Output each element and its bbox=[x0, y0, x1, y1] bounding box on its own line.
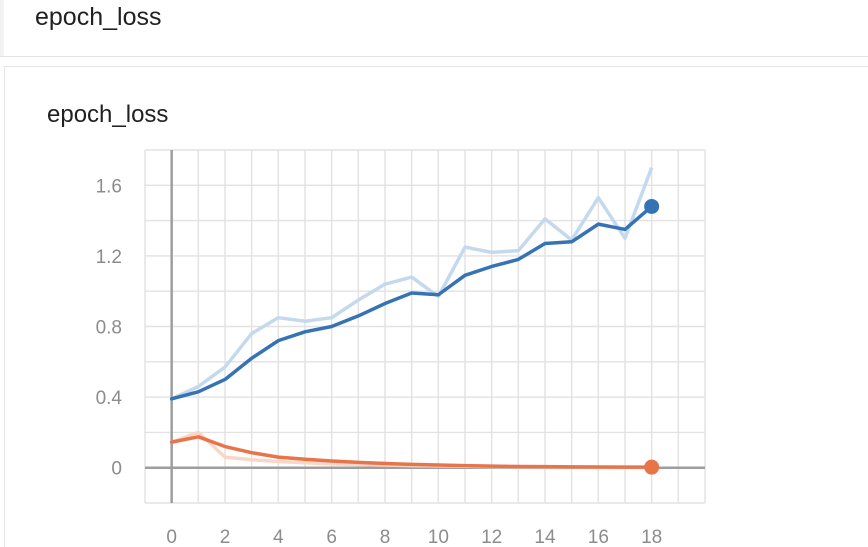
chart-tick-labels: 0 2 4 6 8 10 12 14 16 18 0 0.4 0.8 1.2 1.6 bbox=[96, 176, 663, 546]
y-tick-label: 0.8 bbox=[96, 318, 122, 339]
x-tick-label: 14 bbox=[534, 527, 556, 546]
x-tick-label: 10 bbox=[428, 527, 449, 546]
series-line bbox=[169, 204, 654, 401]
chart-title: epoch_loss bbox=[47, 101, 169, 128]
x-tick-label: 16 bbox=[588, 527, 609, 546]
x-tick-label: 0 bbox=[166, 527, 177, 546]
x-tick-label: 8 bbox=[380, 527, 391, 546]
y-tick-label: 0.4 bbox=[96, 388, 123, 409]
page-title: epoch_loss bbox=[35, 3, 162, 31]
y-tick-label: 1.6 bbox=[96, 176, 122, 197]
page-header: epoch_loss bbox=[0, 0, 868, 57]
series-line bbox=[169, 435, 654, 469]
header-left-rule bbox=[0, 0, 4, 56]
y-tick-label: 0 bbox=[111, 459, 122, 480]
smoothed-series-lines bbox=[169, 204, 654, 469]
x-tick-label: 12 bbox=[481, 527, 502, 546]
series-end-marker bbox=[644, 459, 660, 475]
chart-grid bbox=[144, 149, 706, 504]
series-end-marker bbox=[644, 198, 660, 214]
series-end-markers bbox=[644, 198, 660, 475]
x-tick-label: 4 bbox=[273, 527, 284, 546]
x-tick-label: 18 bbox=[641, 527, 662, 546]
x-tick-label: 2 bbox=[220, 527, 231, 546]
x-tick-label: 6 bbox=[326, 527, 337, 546]
y-tick-label: 1.2 bbox=[96, 247, 122, 268]
